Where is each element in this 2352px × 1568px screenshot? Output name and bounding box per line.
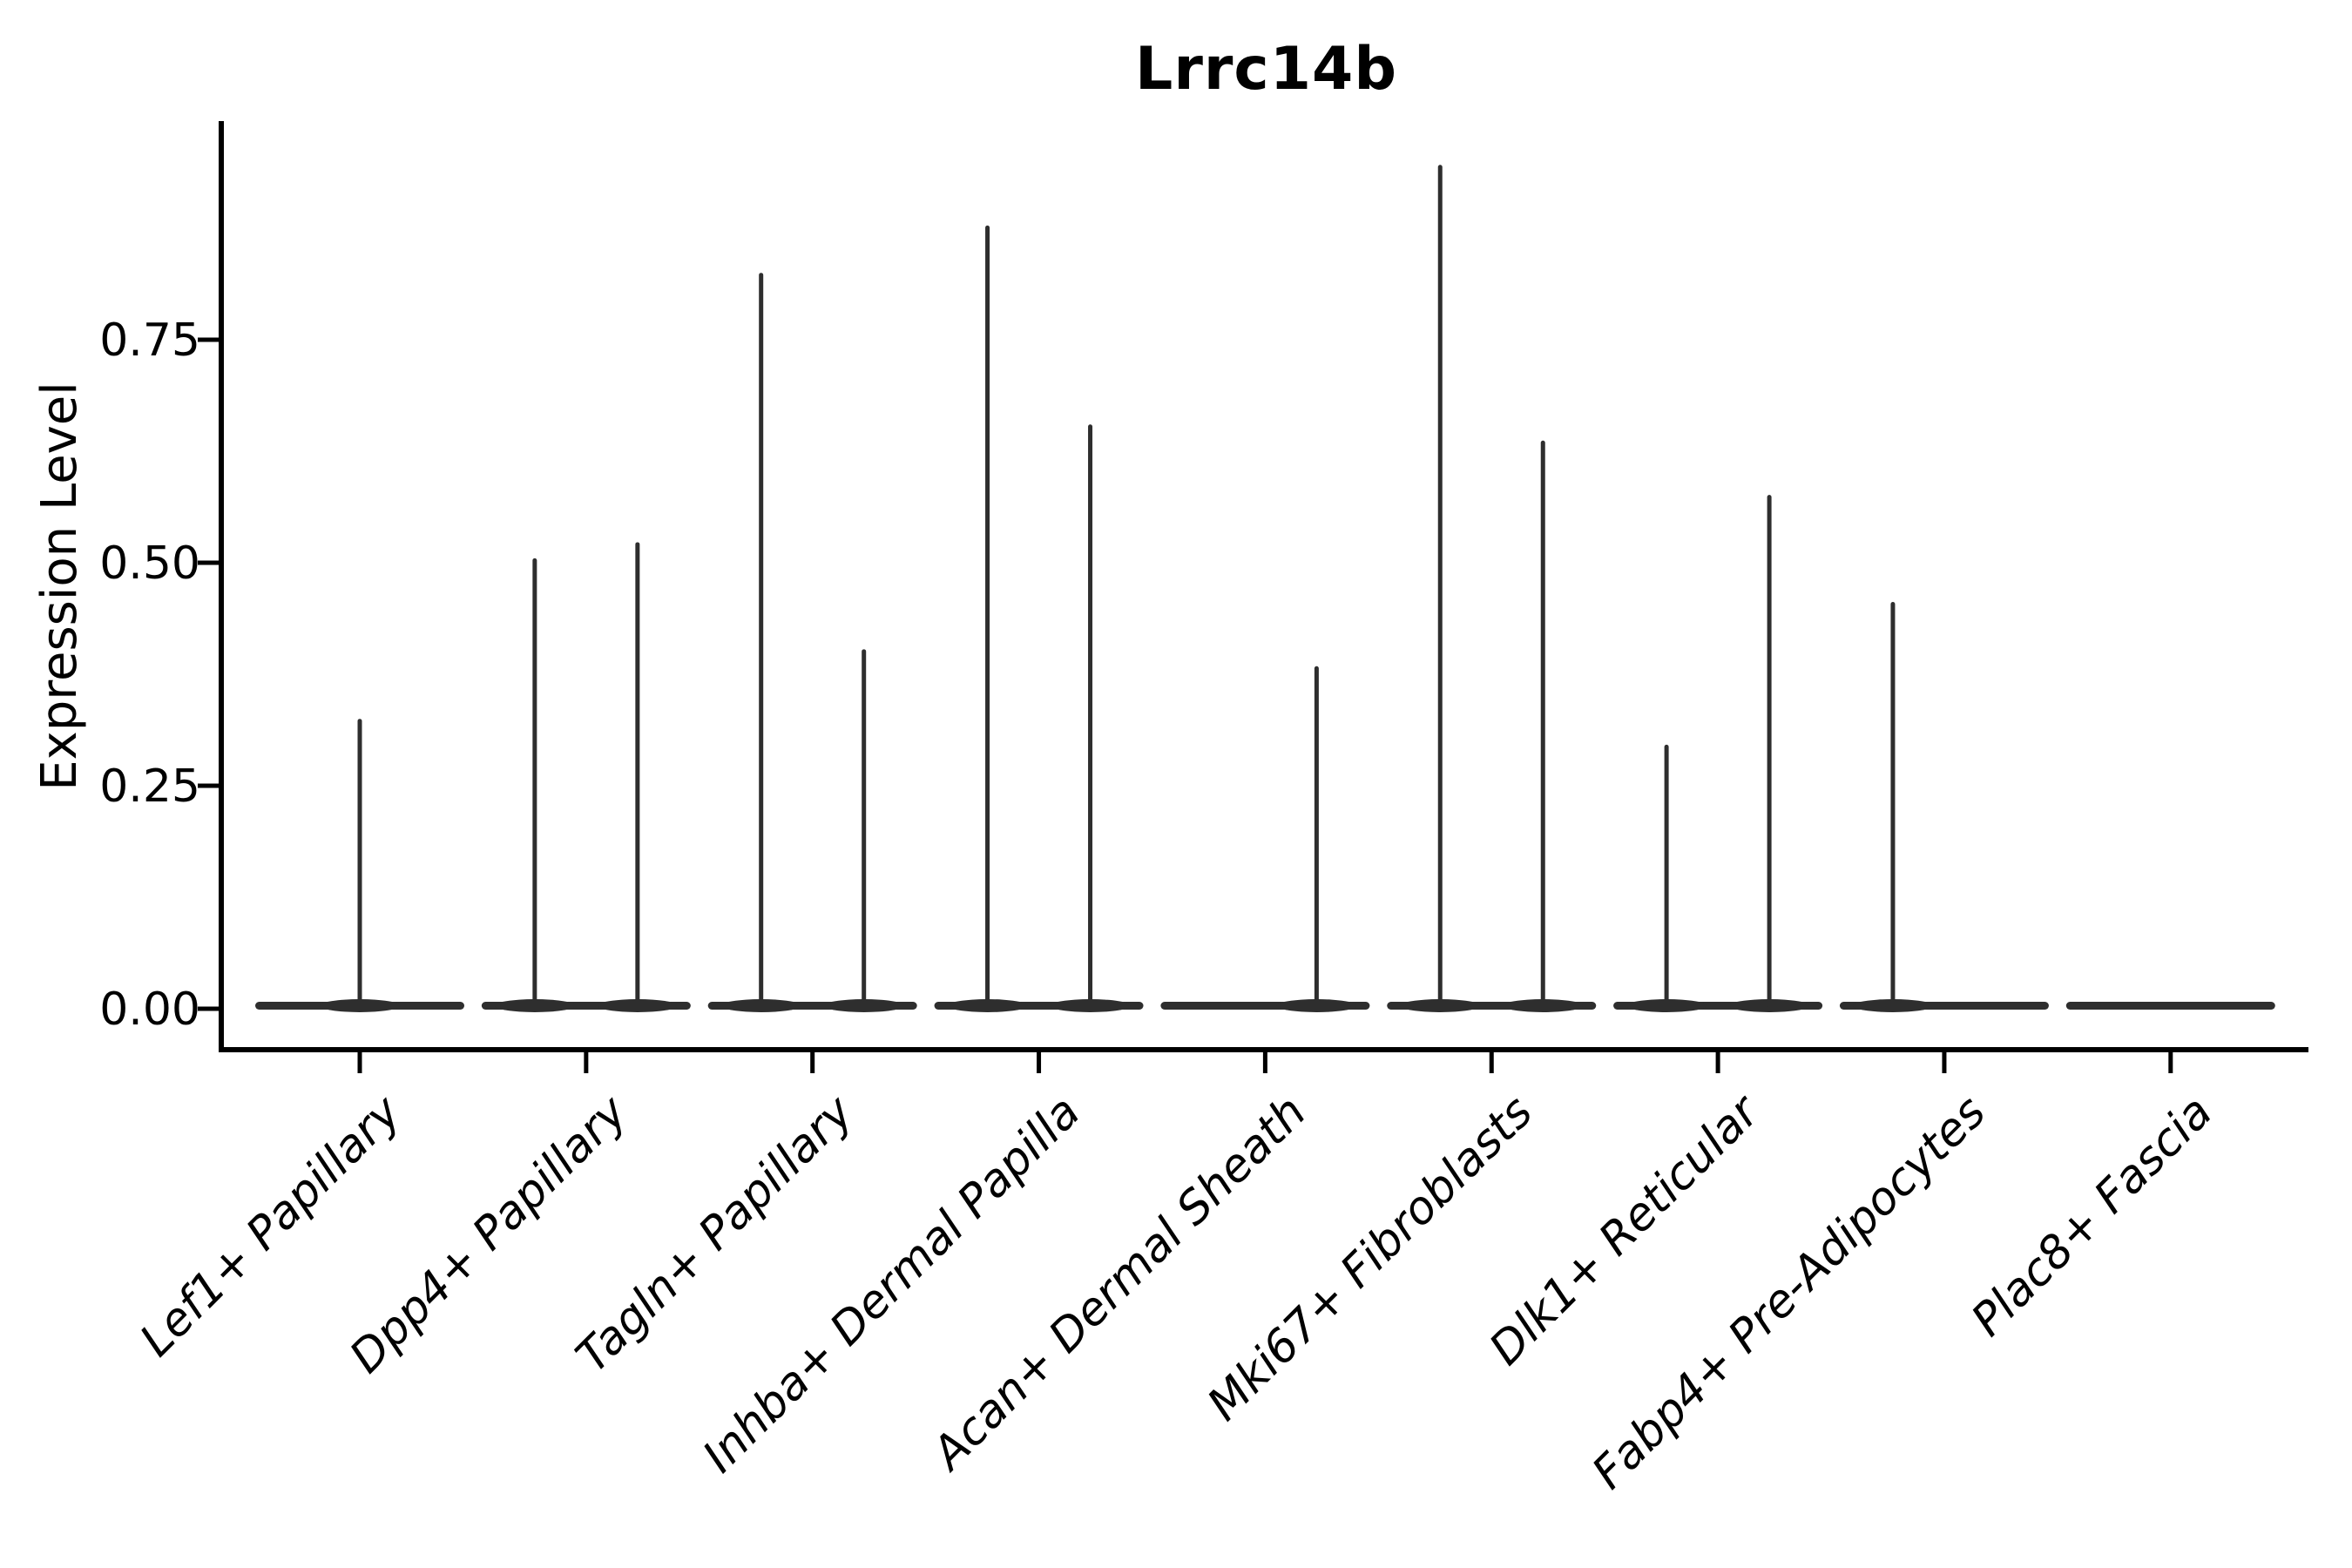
violin-spike <box>862 649 867 1007</box>
violin-spike <box>1664 744 1669 1007</box>
violin-spike <box>357 719 362 1007</box>
y-tick-mark <box>198 783 219 788</box>
y-tick-label: 0.50 <box>99 537 200 590</box>
y-tick-mark <box>198 560 219 565</box>
violin-spike <box>1540 440 1545 1007</box>
x-tick-mark <box>2168 1052 2173 1073</box>
violin-spike <box>532 558 537 1007</box>
y-tick-label: 0.75 <box>99 314 200 367</box>
y-tick-mark <box>198 1006 219 1011</box>
violin-spike <box>1437 165 1443 1007</box>
x-axis-spine <box>219 1047 2308 1052</box>
y-tick-label: 0.25 <box>99 760 200 813</box>
x-tick-mark <box>1262 1052 1267 1073</box>
violin-spike <box>635 542 640 1007</box>
violin-spike <box>1314 666 1319 1007</box>
x-tick-mark <box>1942 1052 1947 1073</box>
violin-spike <box>1767 495 1772 1007</box>
violin-spike <box>759 273 764 1007</box>
x-tick-mark <box>1037 1052 1042 1073</box>
x-tick-mark <box>1715 1052 1720 1073</box>
x-tick-mark <box>357 1052 362 1073</box>
page-title: Lrrc14b <box>1134 35 1397 104</box>
x-tick-mark <box>1489 1052 1494 1073</box>
violin-spike <box>1890 602 1896 1007</box>
y-axis-spine <box>219 121 224 1052</box>
violin-spike <box>1088 424 1093 1007</box>
x-tick-mark <box>810 1052 815 1073</box>
x-tick-mark <box>584 1052 589 1073</box>
violin-spike <box>985 225 990 1008</box>
violin-body <box>2065 1002 2275 1010</box>
y-tick-label: 0.00 <box>99 983 200 1036</box>
y-tick-mark <box>198 337 219 342</box>
